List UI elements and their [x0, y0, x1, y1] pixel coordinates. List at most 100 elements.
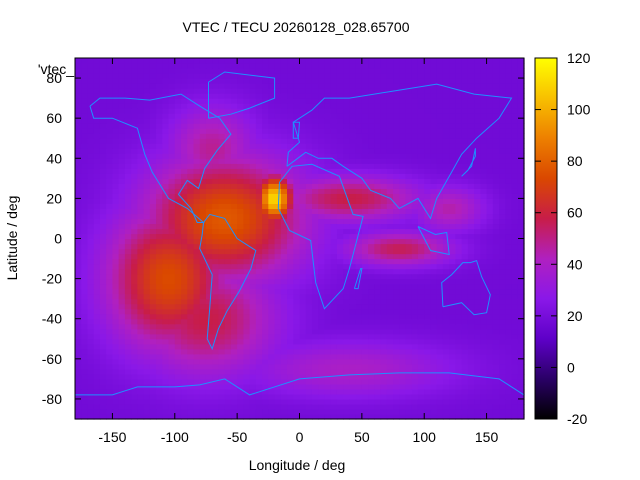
heatmap-cell	[311, 363, 319, 370]
heatmap-cell	[355, 78, 363, 84]
heatmap-cell	[93, 308, 101, 315]
heatmap-cell	[193, 318, 201, 325]
heatmap-cell	[449, 308, 457, 315]
heatmap-cell	[237, 118, 244, 124]
heatmap-cell	[467, 108, 475, 114]
heatmap-cell	[318, 288, 326, 295]
heatmap-cell	[99, 398, 107, 405]
heatmap-cell	[268, 238, 276, 245]
heatmap-cell	[311, 293, 319, 300]
heatmap-cell	[499, 263, 506, 270]
heatmap-cell	[137, 163, 145, 169]
heatmap-cell	[318, 353, 326, 360]
heatmap-cell	[417, 278, 425, 285]
heatmap-cell	[93, 358, 101, 365]
heatmap-cell	[274, 363, 282, 370]
heatmap-cell	[461, 233, 469, 240]
heatmap-cell	[299, 273, 307, 280]
heatmap-cell	[349, 203, 357, 210]
heatmap-cell	[131, 223, 138, 230]
heatmap-cell	[455, 118, 463, 124]
heatmap-cell	[81, 113, 89, 119]
heatmap-cell	[330, 143, 338, 149]
heatmap-cell	[124, 183, 132, 189]
heatmap-cell	[99, 378, 107, 385]
heatmap-cell	[293, 158, 301, 164]
heatmap-cell	[436, 298, 444, 305]
heatmap-cell	[492, 388, 500, 395]
heatmap-cell	[149, 243, 157, 250]
heatmap-cell	[430, 358, 438, 365]
heatmap-cell	[324, 293, 332, 300]
heatmap-cell	[243, 163, 251, 169]
heatmap-cell	[480, 98, 488, 104]
heatmap-cell	[417, 123, 425, 129]
heatmap-cell	[230, 183, 238, 189]
heatmap-cell	[274, 403, 282, 410]
heatmap-cell	[517, 363, 525, 370]
heatmap-cell	[330, 153, 338, 159]
heatmap-cell	[187, 388, 195, 395]
heatmap-cell	[249, 173, 257, 179]
heatmap-cell	[305, 263, 313, 270]
heatmap-cell	[442, 203, 450, 210]
heatmap-cell	[517, 228, 525, 235]
heatmap-cell	[405, 93, 413, 99]
heatmap-cell	[399, 253, 407, 260]
heatmap-cell	[405, 263, 413, 270]
heatmap-cell	[212, 143, 220, 149]
heatmap-cell	[355, 343, 363, 350]
heatmap-cell	[106, 283, 114, 290]
heatmap-cell	[505, 163, 513, 169]
heatmap-cell	[168, 313, 176, 320]
heatmap-cell	[118, 178, 126, 184]
heatmap-cell	[517, 318, 525, 325]
heatmap-cell	[461, 288, 469, 295]
heatmap-cell	[187, 378, 195, 385]
heatmap-cell	[168, 158, 176, 164]
heatmap-cell	[112, 228, 120, 235]
heatmap-cell	[474, 163, 481, 169]
heatmap-cell	[436, 283, 444, 290]
heatmap-cell	[118, 163, 126, 169]
heatmap-cell	[405, 273, 413, 280]
heatmap-cell	[424, 178, 432, 184]
heatmap-cell	[193, 298, 201, 305]
heatmap-cell	[380, 338, 388, 345]
heatmap-cell	[224, 263, 232, 270]
heatmap-cell	[299, 278, 307, 285]
heatmap-cell	[461, 308, 469, 315]
heatmap-cell	[455, 343, 463, 350]
heatmap-cell	[156, 88, 163, 94]
heatmap-cell	[305, 118, 313, 124]
heatmap-cell	[287, 158, 294, 164]
heatmap-cell	[436, 138, 444, 144]
heatmap-cell	[187, 223, 195, 230]
heatmap-cell	[174, 378, 182, 385]
heatmap-cell	[168, 368, 176, 375]
heatmap-cell	[181, 303, 188, 310]
heatmap-cell	[336, 333, 344, 340]
heatmap-cell	[274, 343, 282, 350]
heatmap-cell	[474, 378, 481, 385]
heatmap-cell	[480, 313, 488, 320]
heatmap-cell	[461, 323, 469, 330]
heatmap-cell	[499, 193, 506, 199]
heatmap-cell	[449, 228, 457, 235]
heatmap-cell	[386, 108, 394, 114]
heatmap-cell	[162, 343, 170, 350]
heatmap-cell	[517, 198, 525, 204]
heatmap-cell	[461, 353, 469, 360]
heatmap-cell	[299, 198, 307, 204]
heatmap-cell	[199, 173, 207, 179]
heatmap-cell	[480, 183, 488, 189]
heatmap-cell	[218, 128, 226, 134]
heatmap-cell	[218, 378, 226, 385]
heatmap-cell	[255, 158, 263, 164]
heatmap-cell	[417, 298, 425, 305]
heatmap-cell	[149, 398, 157, 405]
heatmap-cell	[280, 413, 288, 420]
heatmap-cell	[131, 103, 138, 109]
heatmap-cell	[492, 163, 500, 169]
heatmap-cell	[511, 188, 519, 194]
